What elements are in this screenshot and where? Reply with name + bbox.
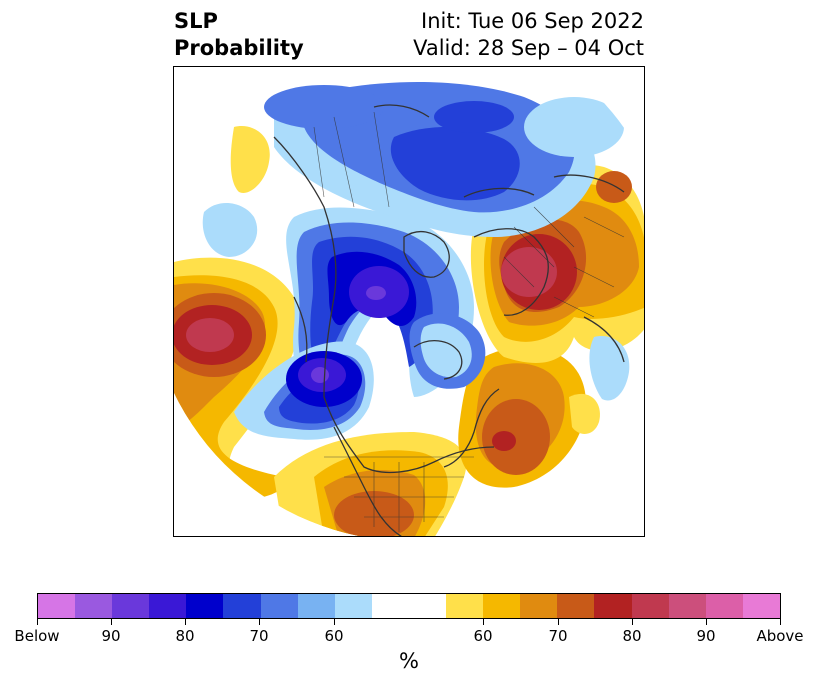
colorbar-segment bbox=[297, 594, 335, 618]
colorbar-segment bbox=[742, 594, 780, 618]
colorbar-segment bbox=[483, 594, 521, 618]
colorbar-segment bbox=[149, 594, 187, 618]
colorbar-tick-label: 70 bbox=[249, 627, 269, 645]
plot-dates: Init: Tue 06 Sep 2022 Valid: 28 Sep – 04… bbox=[413, 8, 644, 62]
colorbar-segment bbox=[408, 594, 447, 618]
colorbar-segment bbox=[594, 594, 632, 618]
colorbar-tick-label: 60 bbox=[324, 627, 344, 645]
valid-date: Valid: 28 Sep – 04 Oct bbox=[413, 36, 644, 60]
colorbar-segment bbox=[631, 594, 669, 618]
colorbar-tick-label: 90 bbox=[696, 627, 716, 645]
colorbar-tick bbox=[185, 619, 186, 625]
colorbar-tick bbox=[259, 619, 260, 625]
colorbar-segment bbox=[334, 594, 372, 618]
north-atlantic-high bbox=[458, 347, 586, 488]
title-line-2: Probability bbox=[174, 36, 304, 60]
colorbar-segment bbox=[38, 594, 76, 618]
colorbar-segment bbox=[446, 594, 484, 618]
colorbar-tick bbox=[632, 619, 633, 625]
country-borders bbox=[313, 111, 625, 532]
colorbar-tick-label: 90 bbox=[101, 627, 121, 645]
colorbar-unit: % bbox=[399, 649, 419, 673]
coastlines bbox=[273, 104, 625, 536]
plot-title: SLP Probability bbox=[174, 8, 304, 62]
colorbar-tick bbox=[558, 619, 559, 625]
colorbar-tick-label: Above bbox=[756, 627, 804, 645]
colorbar-tick-label: Below bbox=[14, 627, 60, 645]
colorbar-segment bbox=[520, 594, 558, 618]
arctic-low bbox=[202, 126, 630, 434]
colorbar-tick bbox=[706, 619, 707, 625]
title-line-1: SLP bbox=[174, 9, 218, 33]
map-panel bbox=[173, 66, 645, 537]
colorbar-segment bbox=[112, 594, 150, 618]
colorbar-segment bbox=[557, 594, 595, 618]
colorbar-segment bbox=[371, 594, 409, 618]
southern-usa-high bbox=[274, 432, 466, 536]
central-asia-high bbox=[470, 164, 644, 363]
colorbar-tick bbox=[334, 619, 335, 625]
colorbar-tick-label: 80 bbox=[175, 627, 195, 645]
colorbar-tick-label: 80 bbox=[622, 627, 642, 645]
north-pacific-low bbox=[234, 341, 374, 440]
colorbar-segment bbox=[186, 594, 224, 618]
colorbar-tick-label: 70 bbox=[548, 627, 568, 645]
colorbar-tick bbox=[37, 619, 38, 625]
colorbar-tick bbox=[111, 619, 112, 625]
probability-map bbox=[174, 67, 644, 536]
colorbar bbox=[37, 593, 781, 619]
siberia-low bbox=[264, 82, 624, 237]
init-date: Init: Tue 06 Sep 2022 bbox=[421, 9, 644, 33]
colorbar-tick bbox=[483, 619, 484, 625]
colorbar-segment bbox=[223, 594, 261, 618]
colorbar-segment bbox=[75, 594, 113, 618]
colorbar-segment bbox=[705, 594, 743, 618]
colorbar-tick-label: 60 bbox=[473, 627, 493, 645]
colorbar-tick bbox=[780, 619, 781, 625]
colorbar-segment bbox=[668, 594, 706, 618]
colorbar-segment bbox=[260, 594, 298, 618]
